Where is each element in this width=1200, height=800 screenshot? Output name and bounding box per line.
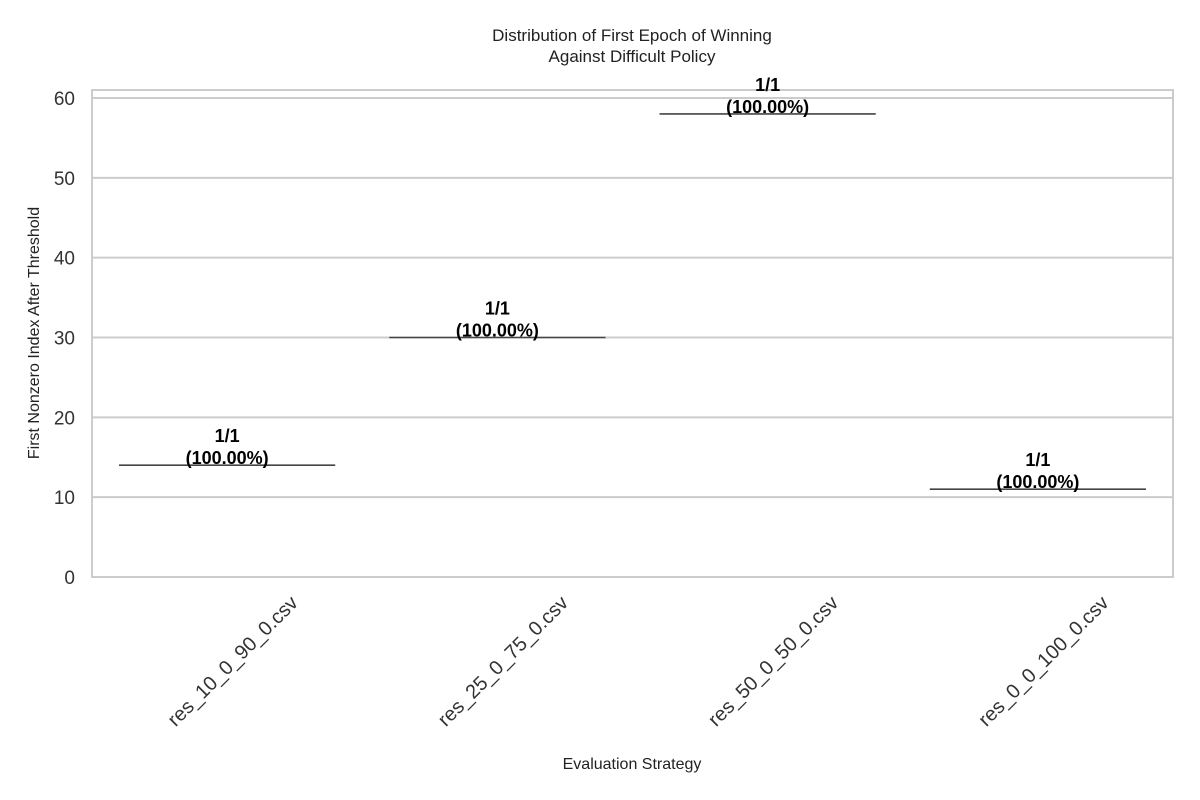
annotation-percent: (100.00%) (726, 97, 809, 117)
annotation-percent: (100.00%) (186, 448, 269, 468)
annotation-count: 1/1 (755, 75, 780, 95)
box-marks (119, 113, 1146, 490)
y-tick-label: 50 (54, 169, 75, 190)
y-tick-label: 10 (54, 488, 75, 509)
y-tick-label: 0 (64, 568, 75, 589)
y-tick-label: 20 (54, 408, 75, 429)
y-tick-label: 40 (54, 249, 75, 270)
x-tick-label: res_10_0_90_0.csv (164, 592, 303, 731)
y-axis-label: First Nonzero Index After Threshold (26, 207, 43, 459)
x-tick-label: res_25_0_75_0.csv (434, 592, 573, 731)
x-tick-label: res_50_0_50_0.csv (704, 592, 843, 731)
grid-lines (92, 96, 1173, 578)
annotation-count: 1/1 (1025, 450, 1050, 470)
y-tick-label: 60 (54, 89, 75, 110)
chart-title-line-1: Distribution of First Epoch of Winning (492, 26, 772, 45)
plot-frame (91, 89, 1174, 578)
annotation-percent: (100.00%) (996, 472, 1079, 492)
annotations: 1/1(100.00%)1/1(100.00%)1/1(100.00%)1/1(… (186, 75, 1080, 492)
annotation-count: 1/1 (215, 426, 240, 446)
annotation-percent: (100.00%) (456, 320, 539, 340)
y-tick-labels: 0 10 20 30 40 50 60 (54, 89, 75, 589)
chart-title-line-2: Against Difficult Policy (549, 47, 716, 66)
x-tick-labels: res_10_0_90_0.csv res_25_0_75_0.csv res_50… (164, 592, 1114, 731)
x-tick-label: res_0_0_100_0.csv (974, 592, 1113, 731)
annotation-count: 1/1 (485, 298, 510, 318)
x-axis-label: Evaluation Strategy (563, 756, 702, 773)
y-tick-label: 30 (54, 328, 75, 349)
